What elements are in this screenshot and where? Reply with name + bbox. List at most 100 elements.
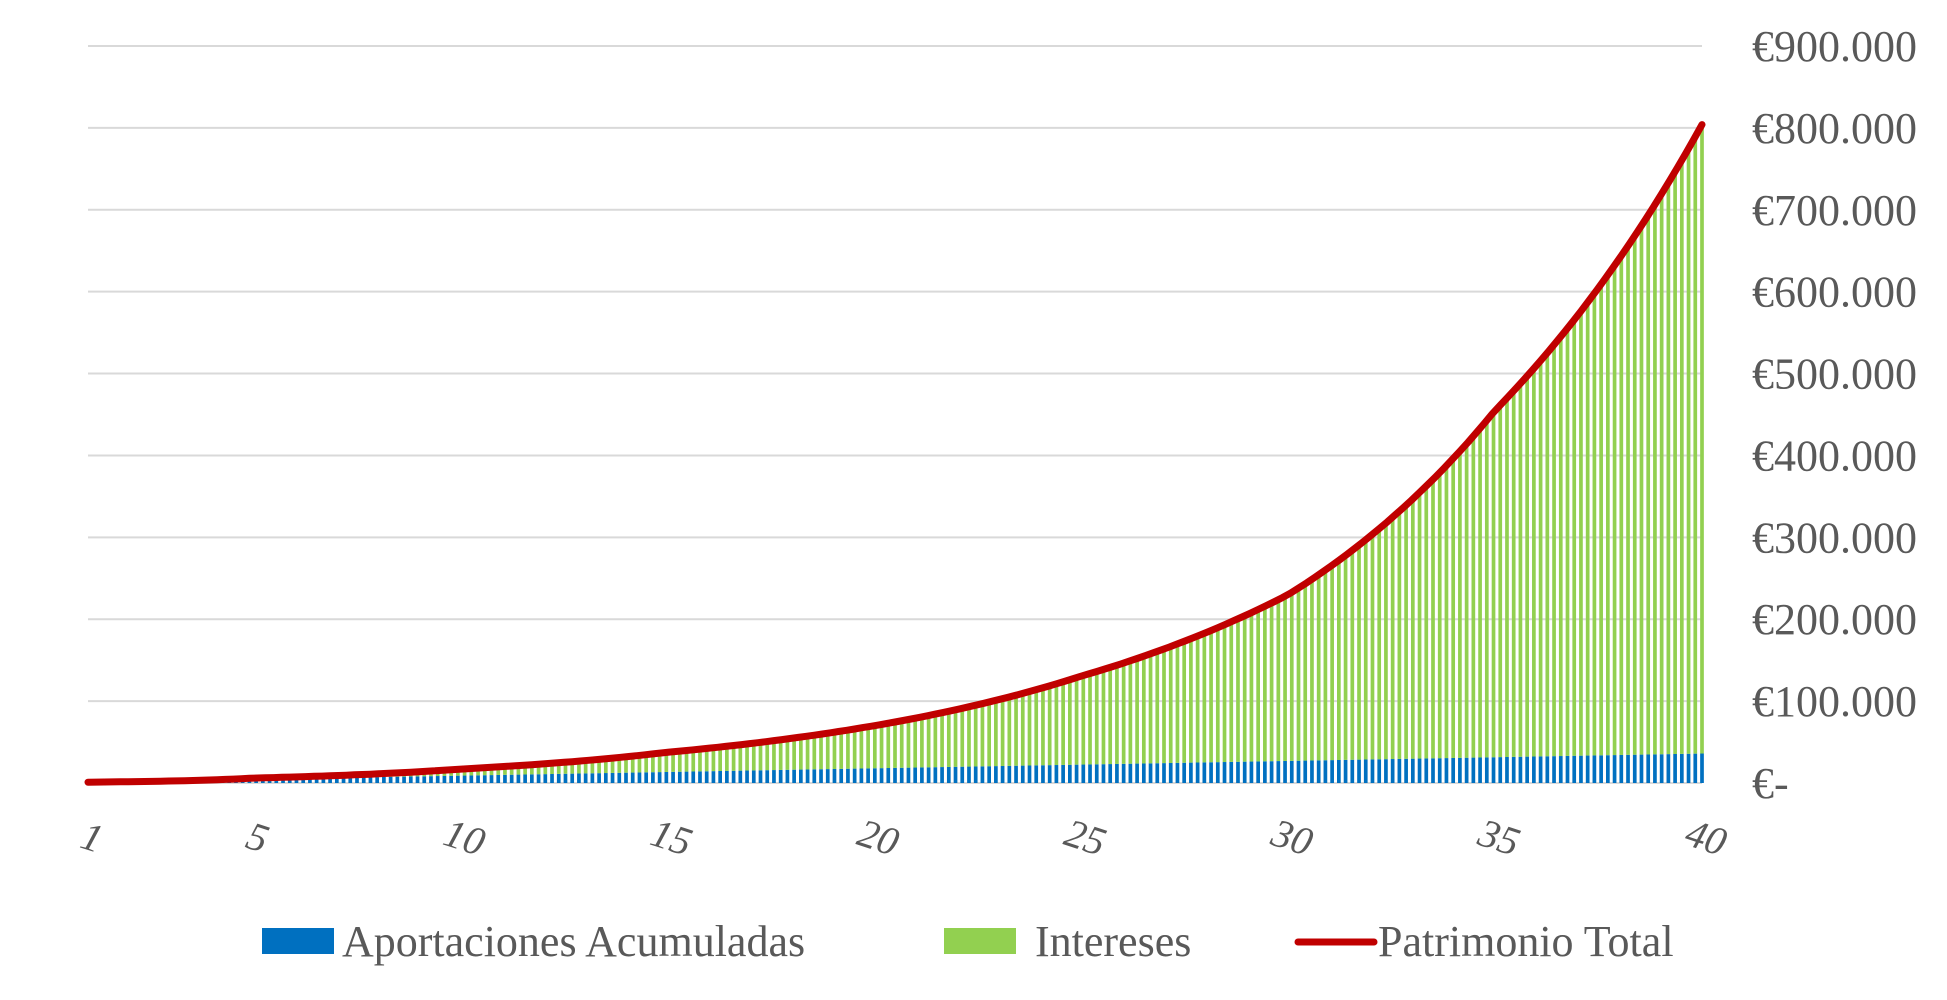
bar-intereses — [1088, 673, 1092, 765]
bar-intereses — [751, 743, 756, 771]
bar-intereses — [476, 768, 480, 776]
bar-aportaciones — [1626, 754, 1630, 783]
bar-aportaciones — [852, 768, 857, 783]
bar-aportaciones — [812, 769, 817, 783]
bar-aportaciones — [1121, 763, 1126, 783]
bar-intereses — [1646, 215, 1651, 755]
bar-intereses — [879, 724, 884, 769]
bar-aportaciones — [1437, 758, 1442, 783]
bar-aportaciones — [899, 767, 904, 783]
bar-intereses — [1195, 636, 1200, 763]
bar-intereses — [1565, 328, 1570, 756]
x-tick-label: 5 — [241, 813, 274, 862]
bar-aportaciones — [334, 777, 339, 783]
bar-intereses — [603, 758, 608, 774]
bar-aportaciones — [1464, 757, 1469, 783]
bar-aportaciones — [1478, 757, 1482, 783]
bar-aportaciones — [1511, 756, 1516, 783]
x-tick-label: 35 — [1472, 809, 1525, 864]
bar-intereses — [1323, 570, 1328, 761]
bar-intereses — [1101, 669, 1106, 765]
bar-aportaciones — [1384, 759, 1388, 783]
bar-intereses — [906, 719, 911, 768]
bar-intereses — [953, 709, 958, 767]
bar-intereses — [1148, 653, 1153, 764]
bar-aportaciones — [1128, 763, 1133, 783]
bar-aportaciones — [314, 778, 319, 783]
bar-aportaciones — [1222, 762, 1227, 783]
bar-intereses — [1585, 302, 1590, 756]
bar-aportaciones — [805, 769, 810, 783]
bar-intereses — [664, 752, 669, 772]
bar-intereses — [1491, 412, 1496, 758]
bar-intereses — [1276, 599, 1281, 762]
bar-intereses — [933, 714, 938, 768]
bar-intereses — [1303, 583, 1308, 761]
bar-aportaciones — [1148, 763, 1153, 783]
bar-aportaciones — [637, 772, 642, 783]
bar-aportaciones — [1572, 755, 1577, 783]
bar-aportaciones — [1141, 763, 1146, 783]
bar-aportaciones — [462, 775, 467, 783]
bar-intereses — [973, 705, 978, 767]
bar-aportaciones — [543, 774, 548, 783]
bar-intereses — [704, 748, 709, 772]
bar-intereses — [556, 762, 561, 774]
bar-aportaciones — [1182, 762, 1187, 783]
bar-aportaciones — [1081, 764, 1086, 783]
bar-aportaciones — [967, 766, 971, 783]
bar-aportaciones — [657, 772, 662, 783]
bar-aportaciones — [624, 772, 628, 783]
bar-aportaciones — [503, 774, 507, 783]
bar-intereses — [1289, 592, 1294, 761]
bar-intereses — [1377, 528, 1382, 760]
bar-aportaciones — [1175, 762, 1180, 783]
bar-intereses — [516, 765, 521, 775]
bar-aportaciones — [893, 767, 897, 783]
bar-aportaciones — [684, 771, 689, 783]
bar-aportaciones — [946, 766, 951, 783]
bar-intereses — [1653, 204, 1657, 755]
bar-aportaciones — [731, 770, 736, 783]
y-tick-label: €400.000 — [1752, 431, 1917, 480]
bar-intereses — [1505, 398, 1509, 757]
bar-aportaciones — [859, 768, 864, 783]
x-tick-label: 10 — [439, 810, 491, 865]
bar-aportaciones — [1390, 759, 1395, 783]
bar-aportaciones — [530, 774, 534, 783]
bar-aportaciones — [1135, 763, 1139, 783]
bar-intereses — [657, 753, 662, 773]
bar-aportaciones — [442, 775, 447, 783]
bar-aportaciones — [1323, 760, 1328, 783]
bar-aportaciones — [1558, 756, 1563, 783]
bar-aportaciones — [550, 773, 554, 783]
bar-intereses — [1343, 555, 1348, 760]
bar-aportaciones — [617, 772, 622, 783]
bar-aportaciones — [1007, 765, 1012, 783]
bar-intereses — [570, 761, 575, 774]
bar-aportaciones — [1108, 764, 1113, 783]
bar-intereses — [1572, 319, 1577, 756]
bar-aportaciones — [1020, 765, 1025, 783]
bar-aportaciones — [1162, 763, 1166, 783]
bar-aportaciones — [1047, 765, 1052, 783]
bar-intereses — [563, 762, 568, 774]
bar-intereses — [738, 744, 743, 771]
bar-aportaciones — [1357, 759, 1361, 783]
bar-intereses — [1337, 560, 1341, 760]
bar-aportaciones — [1377, 759, 1382, 783]
bar-aportaciones — [1168, 762, 1173, 783]
bar-intereses — [1626, 245, 1630, 755]
bar-aportaciones — [1585, 755, 1590, 783]
bar-intereses — [819, 734, 823, 770]
bar-aportaciones — [597, 773, 601, 783]
bar-intereses — [1538, 360, 1543, 757]
bar-intereses — [698, 749, 702, 772]
bar-aportaciones — [1606, 755, 1610, 783]
bar-aportaciones — [603, 773, 608, 783]
bar-intereses — [1310, 579, 1314, 761]
bar-aportaciones — [846, 768, 850, 783]
bar-aportaciones — [1532, 756, 1536, 783]
bar-intereses — [1357, 545, 1361, 760]
